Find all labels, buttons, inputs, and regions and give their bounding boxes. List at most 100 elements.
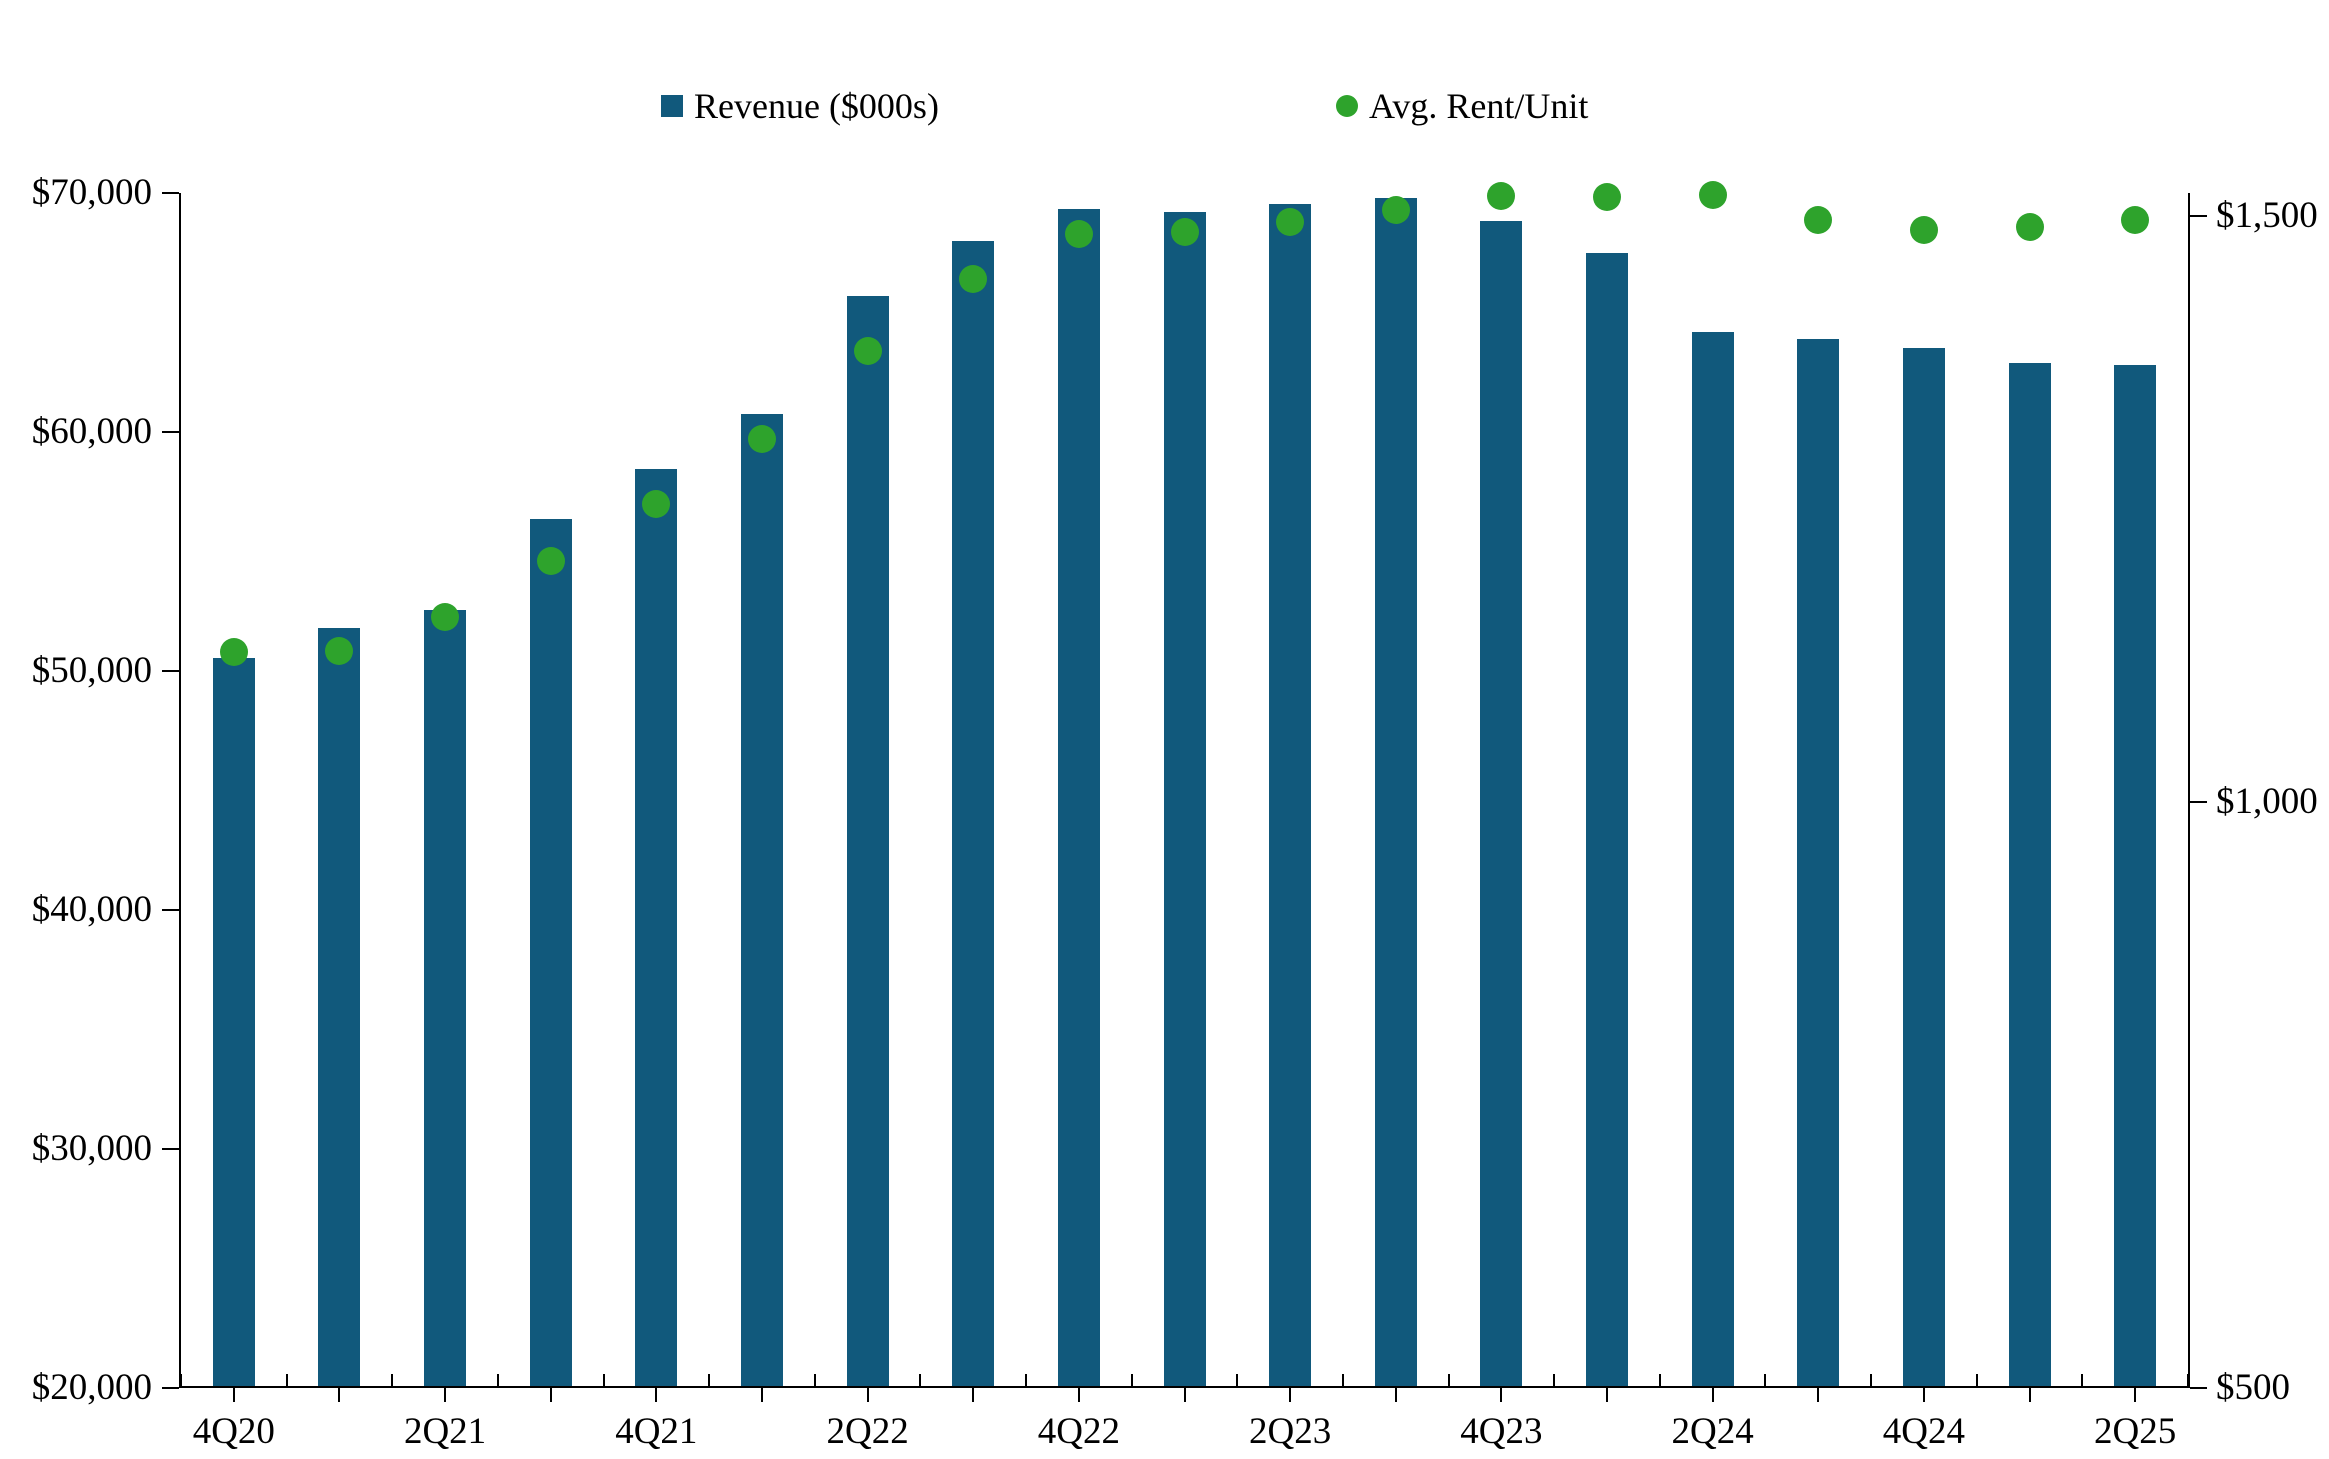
x-axis-boundary-tick: [1553, 1374, 1556, 1386]
rent-dot-2Q23: [1276, 207, 1305, 236]
x-axis-boundary-tick: [496, 1374, 499, 1386]
revenue-bar-2Q22: [846, 295, 889, 1386]
x-axis-category-tick: [760, 1388, 763, 1402]
x-axis-boundary-tick: [1764, 1374, 1767, 1386]
right-axis-tick-label: $1,000: [2216, 781, 2318, 822]
x-axis-boundary-tick: [2187, 1374, 2189, 1386]
x-axis-category-tick: [1289, 1388, 1292, 1402]
x-axis-boundary-tick: [813, 1374, 816, 1386]
left-axis-tick: [162, 431, 179, 433]
rent-dot-4Q21: [642, 490, 671, 519]
x-axis-tick-label: 2Q24: [1671, 1411, 1754, 1452]
revenue-bar-1Q24: [1586, 253, 1629, 1386]
x-axis-tick-label: 4Q24: [1882, 1411, 1966, 1452]
x-axis-category-tick: [972, 1388, 975, 1402]
legend-item-revenue: Revenue ($000s): [661, 82, 939, 130]
rent-dot-2Q24: [1698, 180, 1727, 209]
right-axis-tick: [2190, 215, 2207, 217]
revenue-bar-1Q21: [318, 628, 361, 1386]
revenue-bar-2Q24: [1691, 332, 1734, 1386]
rent-dot-1Q24: [1593, 183, 1622, 212]
x-axis-boundary-tick: [1025, 1374, 1028, 1386]
legend-label-rent: Avg. Rent/Unit: [1369, 86, 1589, 126]
left-axis-tick-label: $60,000: [31, 411, 152, 452]
rent-dot-4Q20: [219, 637, 248, 666]
chart-legend: Revenue ($000s) Avg. Rent/Unit: [0, 82, 2329, 130]
x-axis-category-tick: [1077, 1388, 1080, 1402]
right-axis-tick: [2190, 1387, 2207, 1389]
revenue-bar-2Q25: [2114, 364, 2157, 1386]
x-axis-tick-label: 4Q20: [192, 1411, 275, 1452]
legend-item-rent: Avg. Rent/Unit: [1336, 82, 1588, 130]
revenue-bar-1Q23: [1163, 212, 1206, 1386]
x-axis-boundary-tick: [708, 1374, 711, 1386]
rent-dot-2Q22: [853, 336, 882, 365]
revenue-square-icon: [661, 95, 683, 117]
revenue-bar-4Q21: [635, 468, 678, 1386]
left-axis-tick: [162, 192, 179, 194]
x-axis-tick-label: 4Q22: [1037, 1411, 1120, 1452]
revenue-bar-3Q23: [1374, 198, 1417, 1386]
x-axis-boundary-tick: [180, 1374, 182, 1386]
x-axis-boundary-tick: [285, 1374, 288, 1386]
left-axis-tick: [162, 1148, 179, 1150]
x-axis-category-tick: [2134, 1388, 2137, 1402]
x-axis-line: [179, 1386, 2190, 1388]
x-axis-boundary-tick: [919, 1374, 922, 1386]
x-axis-boundary-tick: [602, 1374, 605, 1386]
x-axis-category-tick: [655, 1388, 658, 1402]
x-axis-category-tick: [1183, 1388, 1186, 1402]
revenue-bar-3Q24: [1797, 338, 1840, 1386]
x-axis-tick-label: 2Q21: [403, 1411, 487, 1452]
revenue-bar-4Q24: [1902, 348, 1945, 1386]
x-axis-tick-label: 2Q22: [826, 1411, 909, 1452]
x-axis-category-tick: [1606, 1388, 1609, 1402]
left-axis-tick-label: $70,000: [31, 172, 152, 213]
x-axis-category-tick: [549, 1388, 552, 1402]
x-axis-category-tick: [338, 1388, 341, 1402]
left-axis-tick-label: $40,000: [31, 889, 152, 930]
x-axis-category-tick: [444, 1388, 447, 1402]
rent-dot-3Q21: [536, 546, 565, 575]
x-axis-tick-label: 4Q21: [615, 1411, 698, 1452]
legend-label-revenue: Revenue ($000s): [694, 86, 939, 126]
rent-dot-1Q21: [325, 636, 354, 665]
rent-dot-3Q24: [1804, 205, 1833, 234]
left-axis-tick-label: $50,000: [31, 650, 152, 691]
rent-dot-4Q22: [1064, 219, 1093, 248]
x-axis-category-tick: [2028, 1388, 2031, 1402]
x-axis-tick-label: 4Q23: [1460, 1411, 1543, 1452]
left-axis-line: [179, 193, 181, 1388]
x-axis-boundary-tick: [1130, 1374, 1133, 1386]
x-axis-category-tick: [1817, 1388, 1820, 1402]
revenue-bar-4Q20: [212, 658, 255, 1386]
rent-dot-1Q22: [747, 424, 776, 453]
x-axis-boundary-tick: [2081, 1374, 2084, 1386]
left-axis-tick-label: $20,000: [31, 1367, 152, 1408]
rent-dot-1Q23: [1170, 218, 1199, 247]
x-axis-category-tick: [1500, 1388, 1503, 1402]
x-axis-category-tick: [1922, 1388, 1925, 1402]
right-axis-tick-label: $1,500: [2216, 195, 2318, 236]
x-axis-category-tick: [866, 1388, 869, 1402]
x-axis-boundary-tick: [1447, 1374, 1450, 1386]
rent-dot-3Q23: [1381, 196, 1410, 225]
rent-dot-1Q25: [2015, 212, 2044, 241]
revenue-bar-4Q22: [1057, 209, 1100, 1386]
x-axis-tick-label: 2Q23: [1249, 1411, 1332, 1452]
rent-dot-4Q23: [1487, 182, 1516, 211]
revenue-bar-2Q21: [424, 610, 467, 1386]
rent-dot-4Q24: [1909, 216, 1938, 245]
right-axis-line: [2188, 193, 2190, 1388]
left-axis-tick-label: $30,000: [31, 1128, 152, 1169]
revenue-bar-1Q25: [2008, 363, 2051, 1386]
left-axis-tick: [162, 909, 179, 911]
revenue-bar-4Q23: [1480, 220, 1523, 1386]
x-axis-boundary-tick: [1236, 1374, 1239, 1386]
rent-dot-2Q25: [2121, 205, 2150, 234]
x-axis-category-tick: [1394, 1388, 1397, 1402]
x-axis-boundary-tick: [391, 1374, 394, 1386]
left-axis-tick: [162, 670, 179, 672]
right-axis-tick: [2190, 801, 2207, 803]
